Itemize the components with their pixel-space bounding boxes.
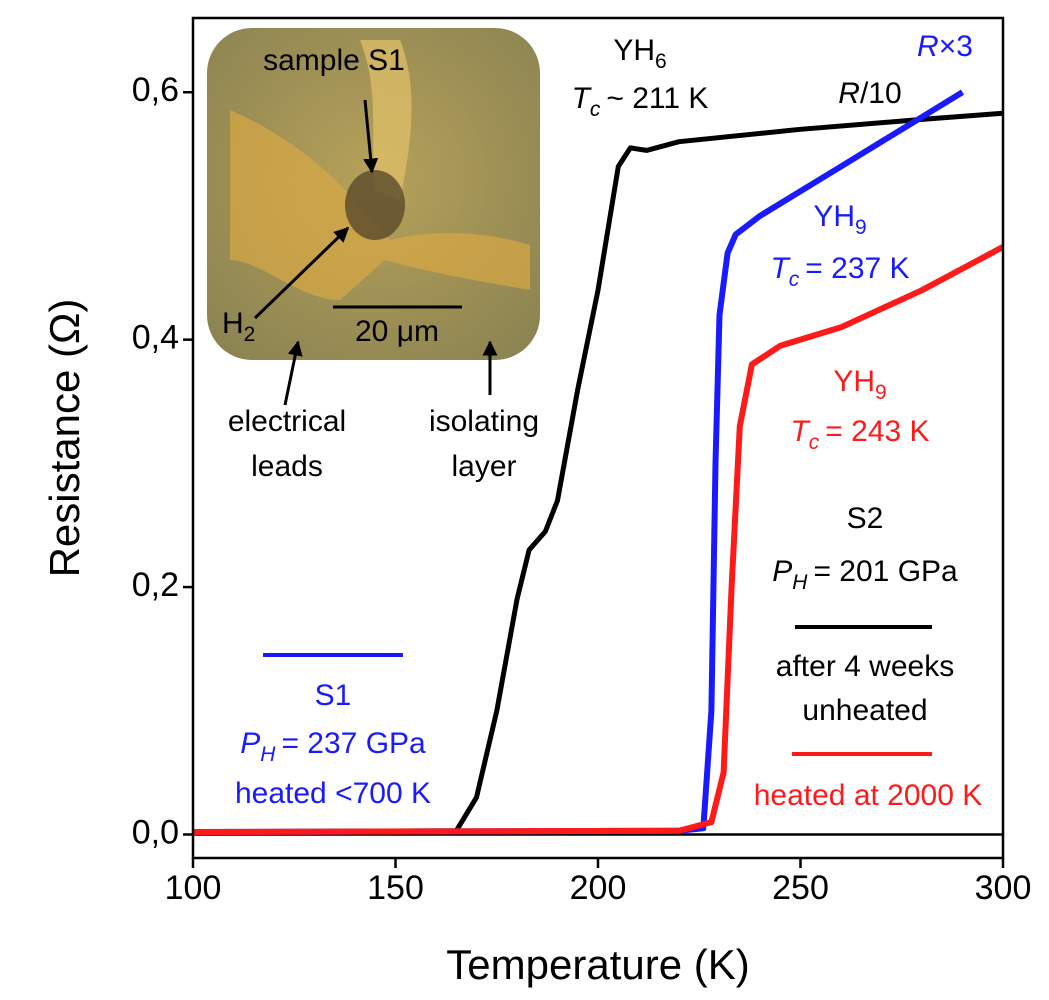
y-tick-label: 0,0: [132, 813, 179, 851]
arrow: [283, 340, 303, 406]
legend-label: S2: [847, 502, 884, 535]
y-tick-label: 0,6: [132, 71, 179, 109]
annotation: R: [838, 77, 860, 110]
annotation: R/10: [838, 77, 901, 110]
annotation: Tc = 243 K: [790, 415, 929, 454]
inset-leads: [230, 110, 530, 300]
inset-label: leads: [251, 450, 323, 483]
x-tick-label: 100: [165, 869, 222, 907]
inset: sample S1 H2 20 μm: [207, 28, 540, 360]
annotation: Tc ~ 211 K: [572, 82, 709, 121]
legend-label: PH = 237 GPa: [240, 727, 426, 766]
x-tick-label: 250: [772, 869, 829, 907]
annotation: ×3: [939, 30, 973, 63]
inset-label: isolating: [429, 405, 539, 438]
inset-label: layer: [451, 450, 516, 483]
annotation: YH6: [613, 34, 666, 73]
inset-lead: [360, 40, 412, 200]
scale-label: 20 μm: [355, 315, 439, 348]
annotation: T: [790, 415, 811, 448]
series-line: [193, 110, 1003, 835]
legend-label: after 4 weeks: [776, 650, 954, 683]
annotation: 6: [655, 50, 667, 73]
y-tick-label: 0,2: [132, 566, 179, 604]
annotation: = 243 K: [825, 415, 929, 448]
inset-label: electrical: [228, 405, 346, 438]
annotation: c: [590, 98, 601, 121]
annotation: 9: [875, 381, 887, 404]
annotation: = 237 K: [805, 252, 909, 285]
x-tick-label: 300: [975, 869, 1032, 907]
annotation: YH9: [833, 365, 886, 404]
annotation: YH9: [813, 200, 866, 239]
series-line: [193, 89, 965, 835]
legend-label: heated at 2000 K: [754, 779, 983, 812]
plot-area: [193, 89, 1003, 836]
inset-label: H2: [222, 307, 255, 346]
legend-label: = 201 GPa: [813, 555, 958, 588]
inset-label: H: [222, 307, 244, 340]
annotation: R×3: [917, 30, 973, 63]
annotation: YH: [813, 200, 855, 233]
inset-label: sample S1: [263, 44, 405, 77]
legend-label: heated <700 K: [235, 777, 431, 810]
annotation: YH: [613, 34, 655, 67]
legend-label: H: [792, 571, 808, 594]
legend-label: S1: [315, 679, 352, 712]
annotation: /10: [860, 77, 902, 110]
y-axis-label: Resistance (Ω): [41, 299, 88, 578]
legend-label: H: [260, 743, 276, 766]
annotation: Tc = 237 K: [770, 252, 909, 291]
y-tick-label: 0,4: [132, 319, 179, 357]
annotation: YH: [833, 365, 875, 398]
legend-label: = 237 GPa: [281, 727, 426, 760]
x-tick-label: 200: [570, 869, 627, 907]
series-line: [193, 244, 1003, 835]
annotation: T: [770, 252, 791, 285]
annotation: ~ 211 K: [606, 82, 708, 115]
legend-label: unheated: [802, 694, 927, 727]
legend-label: P: [772, 555, 792, 588]
legend-label: PH = 201 GPa: [772, 555, 958, 594]
inset-label: 2: [244, 323, 256, 346]
annotation: 9: [855, 216, 867, 239]
annotation: T: [572, 82, 593, 115]
x-tick-label: 150: [367, 869, 424, 907]
x-axis-label: Temperature (K): [446, 941, 749, 988]
annotation: c: [789, 268, 800, 291]
annotation: c: [809, 431, 820, 454]
annotation: R: [917, 30, 939, 63]
legend-label: P: [240, 727, 260, 760]
arrow: [363, 99, 379, 174]
inset-sample: [345, 170, 405, 240]
arrow: [253, 226, 350, 320]
